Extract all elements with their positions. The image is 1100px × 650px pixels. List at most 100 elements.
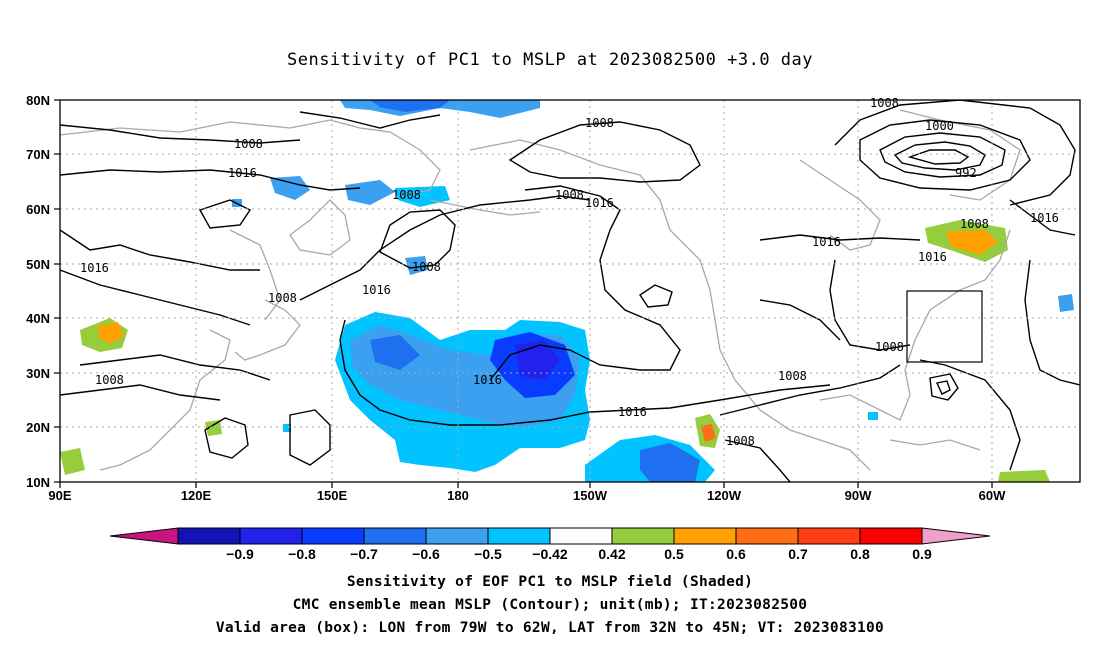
lat-label: 40N <box>26 311 50 326</box>
map-title: Sensitivity of PC1 to MSLP at 2023082500… <box>286 50 813 70</box>
lat-axis: 80N 70N 60N 50N 40N 30N 20N 10N <box>26 93 50 490</box>
contour-low-iceland-2 <box>879 132 1006 178</box>
contour-label: 1008 <box>585 116 614 130</box>
colorbar-cell <box>363 527 427 545</box>
contour-na-2 <box>829 259 911 351</box>
colorbar-cell <box>735 527 799 545</box>
colorbar-label: 0.7 <box>788 546 808 562</box>
contour-low-iceland-1 <box>859 119 1031 191</box>
contour-mex-2 <box>724 439 791 482</box>
caption-line-3: Valid area (box): LON from 79W to 62W, L… <box>215 620 885 636</box>
lon-label: 150E <box>317 488 348 503</box>
lat-label: 10N <box>26 475 50 490</box>
coast-alaska <box>469 139 711 291</box>
colorbar-label: −0.42 <box>532 546 568 562</box>
contour-label: 1016 <box>918 250 947 264</box>
colorbar-cell <box>673 527 737 545</box>
colorbar: −0.9 −0.8 −0.7 −0.6 −0.5 −0.42 0.42 0.5 0.6 0.7 0.… <box>109 527 991 562</box>
contour-label: 1008 <box>555 188 584 202</box>
colorbar-label: 0.9 <box>912 546 932 562</box>
contour-layer <box>60 100 1080 482</box>
contour-atl-2 <box>1024 259 1080 386</box>
contour-na-1 <box>759 234 921 241</box>
contour-h <box>379 209 456 269</box>
colorbar-cell <box>859 527 923 545</box>
lat-label: 50N <box>26 257 50 272</box>
colorbar-cell <box>797 527 861 545</box>
shade-dot-b <box>868 412 878 420</box>
contour-asia-3 <box>79 354 271 381</box>
shade-positive-china <box>60 448 85 475</box>
contour-ca <box>759 299 841 341</box>
contour-small-low <box>639 284 673 308</box>
lon-label: 120W <box>707 488 742 503</box>
contour-a <box>60 124 301 144</box>
contour-label: 1016 <box>618 405 647 419</box>
coast-aleutian <box>429 199 541 216</box>
shade-positive-atl <box>998 470 1050 482</box>
colorbar-label: −0.8 <box>288 546 316 562</box>
shade-positive-asia-core <box>98 322 124 344</box>
coast-caribbean <box>889 439 981 451</box>
colorbar-label: −0.5 <box>474 546 502 562</box>
contour-asia-1 <box>60 229 260 271</box>
map-frame <box>59 99 1081 483</box>
coastline-layer <box>60 109 1021 471</box>
shade-top-blue-dark <box>370 100 450 112</box>
coast-kamchatka <box>289 199 351 256</box>
contour-wpac-low-2 <box>289 409 331 466</box>
colorbar-label: −0.6 <box>412 546 440 562</box>
coast-gulf <box>819 369 911 421</box>
lat-label: 20N <box>26 420 50 435</box>
lat-label: 70N <box>26 147 50 162</box>
colorbar-end-low <box>109 527 179 545</box>
contour-label: 1008 <box>95 373 124 387</box>
colorbar-labels: −0.9 −0.8 −0.7 −0.6 −0.5 −0.42 0.42 0.5 0.6 0.7 0.… <box>226 546 932 562</box>
lon-label: 90W <box>845 488 872 503</box>
caption-line-2: CMC ensemble mean MSLP (Contour); unit(m… <box>292 597 808 613</box>
lon-label: 180 <box>447 488 469 503</box>
colorbar-label: 0.8 <box>850 546 870 562</box>
contour-label: 1008 <box>960 217 989 231</box>
contour-label: 1016 <box>473 373 502 387</box>
contour-label: 1016 <box>1030 211 1059 225</box>
colorbar-cell <box>301 527 365 545</box>
contour-mex <box>719 364 901 416</box>
coast-japan <box>234 299 301 361</box>
lon-label: 120E <box>181 488 212 503</box>
contour-label: 1016 <box>585 196 614 210</box>
contour-label: 1008 <box>412 260 441 274</box>
lon-label: 150W <box>573 488 608 503</box>
shade-central-deep <box>370 335 420 370</box>
lon-label: 60W <box>979 488 1006 503</box>
contour-label: 1008 <box>875 340 904 354</box>
colorbar-cell <box>239 527 303 545</box>
colorbar-label: −0.9 <box>226 546 254 562</box>
shade-dot-c <box>283 424 291 432</box>
contour-f <box>299 195 591 301</box>
contour-e <box>489 185 681 381</box>
lat-label: 60N <box>26 202 50 217</box>
coast-greenland <box>899 109 1021 201</box>
lon-label: 90E <box>48 488 71 503</box>
shade-aleut <box>405 256 428 275</box>
grid-layer <box>60 100 1080 482</box>
coast-siberia <box>60 119 441 196</box>
colorbar-label: −0.7 <box>350 546 378 562</box>
tick-marks <box>54 99 993 488</box>
contour-asia-5 <box>60 384 221 401</box>
coast-east-na <box>904 229 1011 371</box>
contour-g <box>339 319 831 426</box>
shade-kamchatka-a <box>270 176 310 200</box>
contour-carib-low-1 <box>929 373 959 401</box>
shade-east-pacific-b <box>640 443 700 482</box>
contour-label: 1008 <box>268 291 297 305</box>
contour-labels: 1008 1016 1000 992 1008 1016 1008 1016 1… <box>80 96 1059 448</box>
contour-label: 1000 <box>925 119 954 133</box>
colorbar-label: 0.5 <box>664 546 684 562</box>
shade-positive-pacific <box>205 420 222 436</box>
contour-d <box>508 121 701 183</box>
shade-positive-mexico-core <box>701 424 716 442</box>
colorbar-cell <box>177 527 241 545</box>
